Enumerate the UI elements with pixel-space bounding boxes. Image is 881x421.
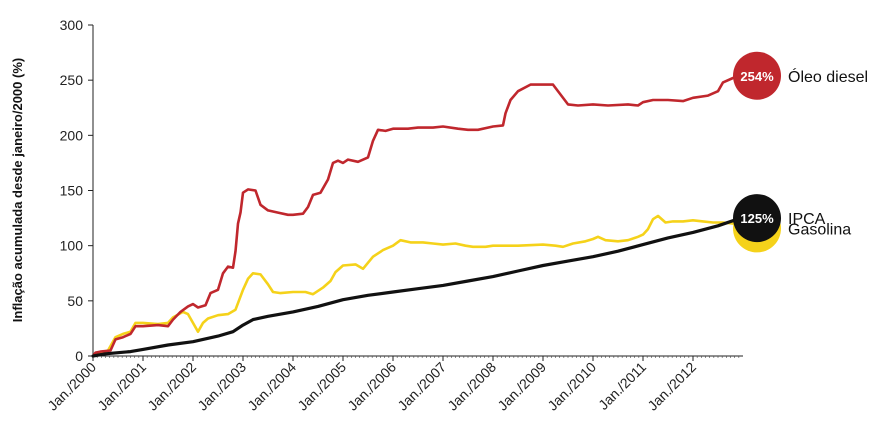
x-tick-label: Jan./2006	[344, 359, 399, 414]
x-tick-label: Jan./2011	[595, 359, 649, 413]
y-axis-ticks: 0 50 100 150 200 250 300	[60, 17, 93, 364]
x-tick-label: Jan./2005	[294, 359, 349, 414]
y-tick-label: 200	[60, 127, 84, 143]
y-tick-label: 0	[75, 348, 83, 364]
series-line-gasolina	[91, 214, 742, 358]
series-end-label: IPCA	[788, 211, 826, 228]
x-tick-label: Jan./2000	[44, 359, 99, 414]
end-badge-circle	[733, 194, 781, 243]
x-axis-ticks: Jan./2000Jan./2001Jan./2002Jan./2003Jan.…	[44, 356, 740, 414]
x-tick-label: Jan./2010	[544, 359, 599, 414]
y-tick-label: 150	[60, 183, 84, 199]
x-tick-label: Jan./2008	[444, 359, 499, 414]
y-tick-label: 50	[67, 293, 83, 309]
series-end-label: Óleo diesel	[788, 67, 868, 86]
x-tick-label: Jan./2003	[194, 359, 249, 414]
y-tick-label: 100	[60, 238, 84, 254]
x-tick-label: Jan./2009	[494, 359, 549, 414]
x-tick-label: Jan./2001	[94, 359, 149, 414]
series-line-ipca	[91, 216, 743, 358]
y-tick-label: 300	[60, 17, 84, 33]
x-tick-label: Jan./2004	[244, 359, 299, 414]
series-lines	[91, 74, 743, 358]
x-tick-label: Jan./2002	[144, 359, 199, 414]
end-badge-value: 254%	[740, 69, 774, 84]
end-badge-circle	[733, 51, 781, 100]
series-line--leo-diesel	[91, 74, 742, 358]
y-tick-label: 250	[60, 72, 84, 88]
x-tick-label: Jan./2012	[644, 359, 699, 414]
series-end-label: Gasolina	[788, 221, 851, 238]
end-badge-value: 125%	[740, 211, 774, 226]
x-tick-label: Jan./2007	[394, 359, 449, 414]
y-axis-label: Inflação acumulada desde janeiro/2000 (%…	[10, 58, 25, 322]
